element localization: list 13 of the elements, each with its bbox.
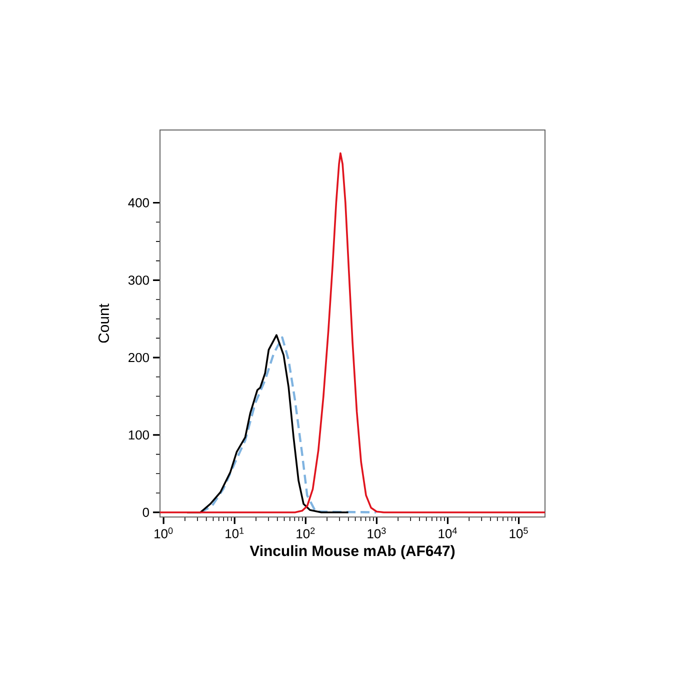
y-tick-label: 0	[142, 508, 149, 517]
x-tick-label: 10$^{4}$	[438, 528, 457, 538]
y-axis-title: Count	[98, 304, 110, 343]
y-tick-label: 200	[128, 352, 149, 362]
x-tick-label: 10$^{0}$	[154, 528, 173, 538]
x-axis-title: Vinculin Mouse mAb (AF647)	[250, 545, 455, 560]
y-tick-label: 300	[128, 276, 149, 285]
y-tick-label: 400	[128, 198, 149, 208]
y-tick-label: 100	[128, 430, 149, 440]
x-tick-label: 10$^{3}$	[368, 528, 386, 538]
x-tick-label: 10$^{5}$	[510, 528, 528, 538]
x-tick-label: 10$^{2}$	[296, 528, 315, 538]
x-tick-label: 10$^{1}$	[226, 528, 244, 538]
